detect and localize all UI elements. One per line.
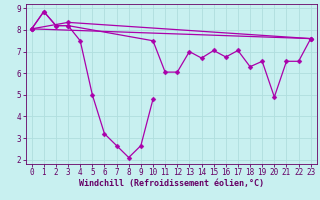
X-axis label: Windchill (Refroidissement éolien,°C): Windchill (Refroidissement éolien,°C) bbox=[79, 179, 264, 188]
